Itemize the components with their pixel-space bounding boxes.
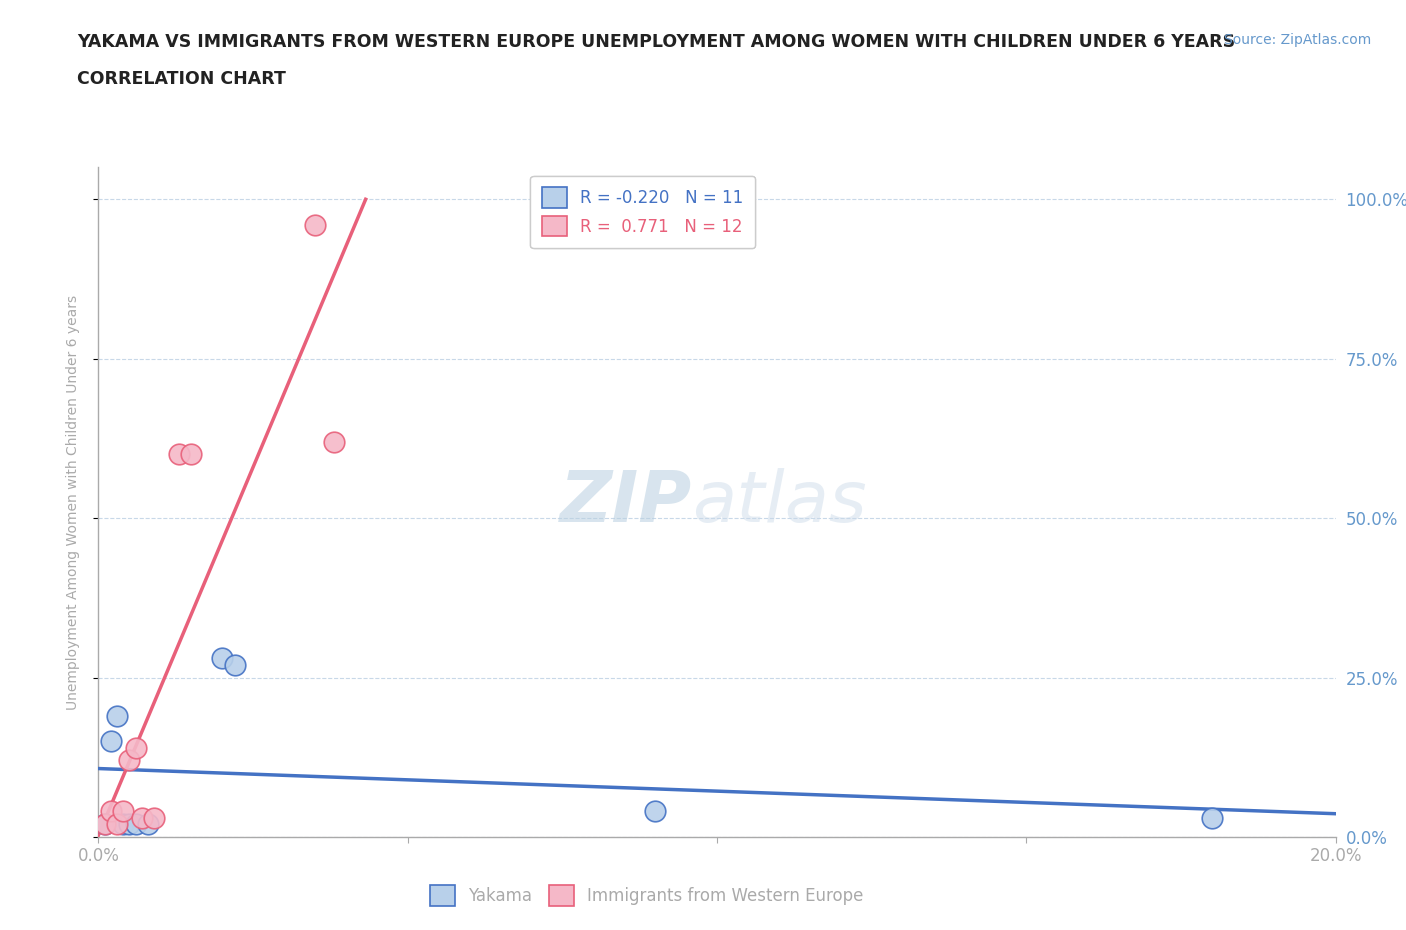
Point bbox=[304, 218, 326, 232]
Point bbox=[124, 740, 146, 755]
Point bbox=[143, 810, 166, 825]
Text: Source: ZipAtlas.com: Source: ZipAtlas.com bbox=[1223, 33, 1371, 46]
Point bbox=[100, 734, 122, 749]
Point bbox=[93, 817, 115, 831]
Point bbox=[100, 804, 122, 819]
Legend: Yakama, Immigrants from Western Europe: Yakama, Immigrants from Western Europe bbox=[423, 879, 870, 912]
Point bbox=[211, 651, 233, 666]
Point bbox=[124, 817, 146, 831]
Point bbox=[1201, 810, 1223, 825]
Legend: R = -0.220   N = 11, R =  0.771   N = 12: R = -0.220 N = 11, R = 0.771 N = 12 bbox=[530, 176, 755, 248]
Text: YAKAMA VS IMMIGRANTS FROM WESTERN EUROPE UNEMPLOYMENT AMONG WOMEN WITH CHILDREN : YAKAMA VS IMMIGRANTS FROM WESTERN EUROPE… bbox=[77, 33, 1236, 50]
Point bbox=[136, 817, 159, 831]
Point bbox=[180, 447, 202, 462]
Point bbox=[644, 804, 666, 819]
Point bbox=[105, 709, 128, 724]
Point bbox=[112, 817, 135, 831]
Point bbox=[105, 817, 128, 831]
Point bbox=[322, 434, 344, 449]
Text: atlas: atlas bbox=[692, 468, 868, 537]
Point bbox=[131, 810, 153, 825]
Point bbox=[167, 447, 190, 462]
Point bbox=[118, 753, 141, 768]
Text: CORRELATION CHART: CORRELATION CHART bbox=[77, 70, 287, 87]
Point bbox=[93, 817, 115, 831]
Point bbox=[224, 658, 246, 672]
Point bbox=[118, 817, 141, 831]
Y-axis label: Unemployment Among Women with Children Under 6 years: Unemployment Among Women with Children U… bbox=[66, 295, 80, 710]
Text: ZIP: ZIP bbox=[560, 468, 692, 537]
Point bbox=[112, 804, 135, 819]
